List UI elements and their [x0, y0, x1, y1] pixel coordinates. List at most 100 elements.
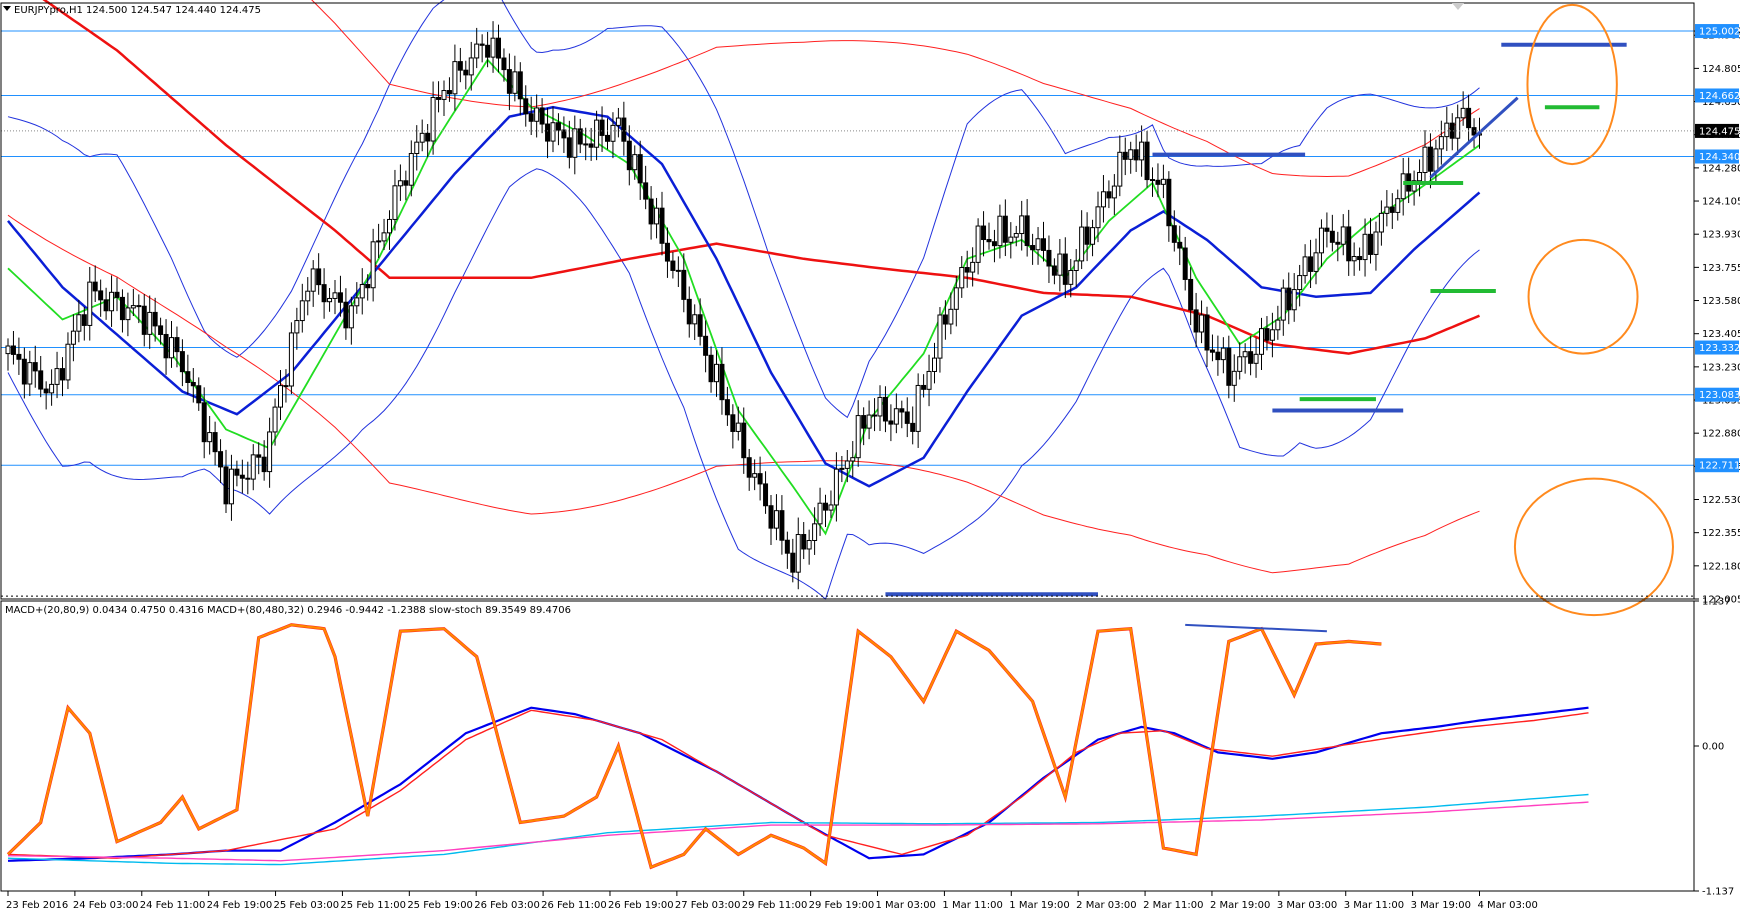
x-tick-label: 3 Mar 03:00 — [1277, 900, 1337, 911]
candle-body — [1035, 238, 1041, 251]
candle-body — [583, 143, 589, 146]
candle-body — [588, 143, 594, 148]
candle-body — [354, 297, 360, 307]
candle-body — [512, 71, 518, 94]
x-tick-label: 29 Feb 19:00 — [809, 900, 875, 911]
candle-body — [430, 96, 436, 142]
main-y-tick-label: 123.755 — [1702, 263, 1740, 274]
candle-body — [54, 368, 60, 385]
x-tick-label: 2 Mar 03:00 — [1076, 900, 1136, 911]
candle-body — [1422, 146, 1428, 174]
candle-body — [539, 107, 545, 125]
candle-body — [605, 134, 610, 142]
candle-body — [234, 468, 240, 476]
candle-body — [1248, 351, 1254, 364]
candle-body — [212, 432, 218, 453]
indicator-header: MACD+(20,80,9) 0.0434 0.4750 0.4316 MACD… — [5, 605, 571, 616]
candle-body — [27, 362, 33, 385]
price-tag-label-6: 122.711 — [1699, 461, 1740, 472]
candle-body — [566, 137, 572, 158]
candle-body — [719, 363, 725, 401]
indicator-y-tick-label: 1.137 — [1702, 597, 1731, 608]
candle-body — [337, 292, 343, 303]
highlight-circle-2 — [1513, 477, 1674, 617]
candle-body — [365, 284, 371, 289]
candle-body — [152, 311, 158, 327]
candle-body — [910, 422, 916, 432]
candle-body — [1297, 275, 1303, 291]
candle-body — [452, 61, 458, 95]
candle-body — [1041, 238, 1046, 251]
candle-body — [1417, 172, 1423, 182]
candle-body — [817, 502, 823, 525]
main-y-tick-label: 122.005 — [1702, 595, 1740, 606]
candle-body — [299, 300, 305, 322]
indicator-y-axis: 1.137 0.00 -1.137 — [1694, 597, 1734, 898]
candle-body — [32, 362, 38, 372]
x-tick-label: 25 Feb 03:00 — [274, 900, 340, 911]
price-tag-2 — [1695, 123, 1739, 138]
candle-body — [921, 384, 927, 390]
candle-body — [387, 218, 392, 234]
candle-body — [692, 314, 698, 325]
candle-body — [1389, 206, 1395, 213]
candle-body — [397, 180, 403, 187]
candle-body — [87, 281, 93, 326]
candle-body — [790, 552, 796, 573]
candle-body — [109, 291, 115, 312]
band-upper-blue — [7, 0, 1480, 419]
price-tags: 125.002 124.662 124.475 124.340 123.332 123.0… — [1695, 24, 1740, 473]
chart-menu-icon[interactable] — [3, 6, 11, 11]
main-header: EURJPYpro,H1 124.500 124.547 124.440 124… — [14, 5, 261, 16]
candle-body — [343, 301, 349, 329]
candle-body — [1466, 107, 1472, 129]
main-y-tick-label: 122.180 — [1702, 561, 1740, 572]
candle-body — [130, 305, 136, 309]
candle-body — [174, 337, 180, 353]
indicator-y-tick-label: 0.00 — [1702, 742, 1724, 753]
candle-body — [321, 284, 327, 303]
candle-body — [1166, 178, 1172, 227]
candle-body — [1264, 328, 1270, 341]
candle-body — [60, 368, 65, 381]
ma-blue — [7, 105, 1481, 488]
candle-body — [1395, 198, 1401, 213]
candle-body — [267, 431, 273, 473]
candle-body — [981, 225, 987, 241]
price-tag-0 — [1695, 24, 1739, 39]
x-tick-label: 2 Mar 19:00 — [1210, 900, 1270, 911]
candle-body — [839, 467, 845, 470]
candle-body — [1090, 227, 1096, 245]
candle-body — [1329, 230, 1335, 243]
candle-body — [752, 473, 758, 478]
candle-body — [882, 396, 888, 422]
candle-body — [419, 132, 425, 143]
candle-body — [70, 330, 76, 345]
main-y-tick-label: 124.805 — [1702, 64, 1740, 75]
x-tick-label: 25 Feb 19:00 — [407, 900, 473, 911]
candle-body — [779, 510, 785, 541]
candle-body — [1073, 260, 1079, 271]
candle-body — [1068, 269, 1074, 285]
candle-body — [708, 354, 714, 383]
candle-body — [474, 43, 480, 59]
candle-body — [316, 268, 322, 286]
candle-body — [1079, 226, 1085, 262]
candle-body — [201, 402, 207, 443]
candle-body — [621, 117, 627, 142]
candle-body — [893, 408, 899, 425]
candle-body — [283, 385, 289, 388]
candle-body — [572, 128, 578, 158]
candle-body — [599, 119, 605, 136]
candle-body — [332, 292, 338, 299]
x-tick-label: 27 Feb 03:00 — [675, 900, 741, 911]
candle-body — [997, 215, 1003, 247]
indicator-series-3 — [7, 801, 1589, 862]
candle-body — [1220, 347, 1226, 361]
price-tag-label-2: 124.475 — [1699, 126, 1740, 137]
candle-body — [1362, 233, 1368, 261]
candle-body — [1155, 179, 1161, 185]
candle-body — [218, 451, 224, 468]
chart-shift-icon[interactable] — [1452, 3, 1464, 10]
